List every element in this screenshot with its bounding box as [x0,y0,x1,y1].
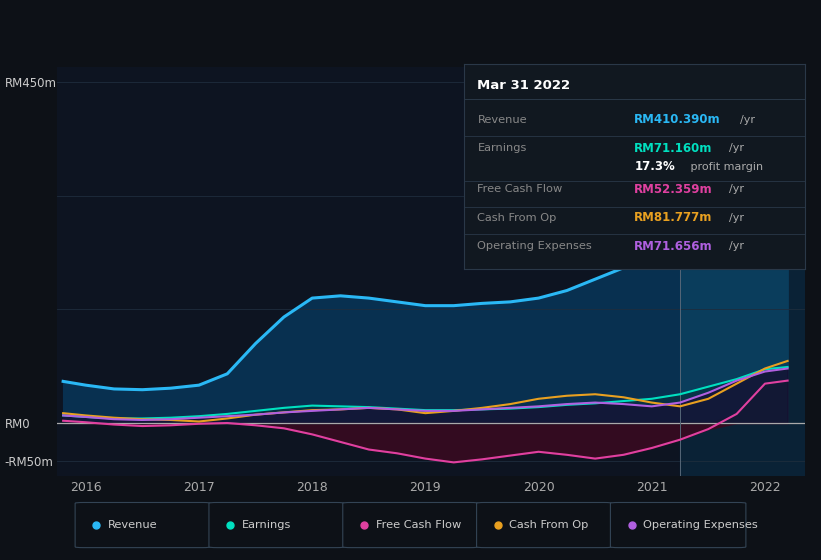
Text: /yr: /yr [729,143,745,153]
Text: Revenue: Revenue [108,520,158,530]
Text: 17.3%: 17.3% [635,160,675,173]
Text: /yr: /yr [729,213,745,223]
Text: /yr: /yr [740,115,754,124]
FancyBboxPatch shape [343,502,478,548]
Text: Operating Expenses: Operating Expenses [644,520,758,530]
FancyBboxPatch shape [209,502,345,548]
FancyBboxPatch shape [610,502,745,548]
Text: /yr: /yr [729,184,745,194]
Bar [680,67,805,476]
FancyBboxPatch shape [76,502,210,548]
Text: Free Cash Flow: Free Cash Flow [376,520,461,530]
Text: RM81.777m: RM81.777m [635,211,713,224]
Text: Revenue: Revenue [478,115,527,124]
Text: RM410.390m: RM410.390m [635,113,721,126]
Text: RM71.656m: RM71.656m [635,240,713,253]
Text: Mar 31 2022: Mar 31 2022 [478,79,571,92]
Text: profit margin: profit margin [687,162,764,171]
Text: RM71.160m: RM71.160m [635,142,713,155]
Text: Cash From Op: Cash From Op [478,213,557,223]
Text: /yr: /yr [729,241,745,251]
Text: RM52.359m: RM52.359m [635,183,713,195]
FancyBboxPatch shape [476,502,612,548]
Text: Earnings: Earnings [241,520,291,530]
Text: Cash From Op: Cash From Op [509,520,589,530]
Text: Operating Expenses: Operating Expenses [478,241,592,251]
Text: Earnings: Earnings [478,143,527,153]
Text: Free Cash Flow: Free Cash Flow [478,184,562,194]
